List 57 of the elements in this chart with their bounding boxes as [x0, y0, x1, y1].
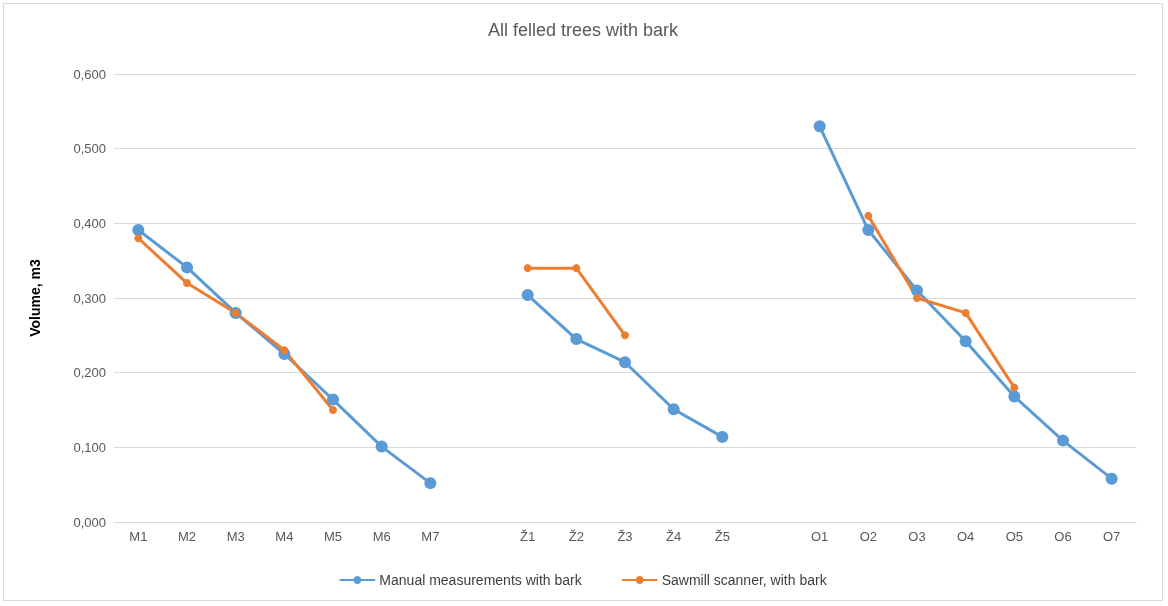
- x-tick-label: M1: [129, 529, 148, 544]
- point: [280, 346, 289, 355]
- x-tick-label: M2: [177, 529, 197, 544]
- legend-label: Manual measurements with bark: [379, 572, 583, 588]
- point: [132, 224, 145, 237]
- y-tick-label: 0,500: [73, 141, 106, 157]
- x-tick-label: O1: [810, 529, 829, 544]
- point: [959, 335, 972, 348]
- point: [913, 294, 921, 302]
- point: [1008, 390, 1021, 403]
- y-tick-label: 0,400: [73, 215, 106, 231]
- x-tick-label: O4: [956, 529, 975, 544]
- point: [424, 477, 437, 490]
- x-tick-label: O6: [1054, 529, 1072, 544]
- point: [134, 234, 143, 243]
- x-tick-label: O5: [1005, 529, 1024, 544]
- x-tick-label: Ž2: [568, 529, 584, 544]
- x-tick-label: O3: [908, 529, 926, 544]
- x-tick-label: M4: [275, 529, 294, 544]
- y-tick-label: 0,200: [73, 365, 106, 381]
- x-tick-label: Ž5: [714, 529, 730, 544]
- point: [619, 356, 631, 369]
- point: [329, 406, 337, 414]
- y-tick-label: 0,600: [73, 66, 106, 82]
- point: [864, 211, 873, 220]
- chart-title: All felled trees with bark: [487, 20, 680, 40]
- point: [667, 403, 680, 416]
- y-tick-label: 0,000: [73, 514, 106, 530]
- y-tick-label: 0,300: [73, 290, 106, 306]
- x-tick-label: O7: [1102, 529, 1121, 544]
- point: [621, 331, 629, 340]
- point: [572, 264, 581, 273]
- x-tick-label: M7: [421, 529, 440, 544]
- x-tick-label: O2: [859, 529, 878, 544]
- point: [327, 393, 339, 406]
- x-tick-label: M5: [323, 529, 343, 544]
- point: [961, 308, 970, 317]
- point: [1105, 472, 1118, 485]
- x-tick-label: Ž4: [666, 529, 682, 544]
- point: [521, 289, 534, 302]
- x-tick-label: M3: [226, 529, 245, 544]
- x-tick-label: Ž1: [520, 529, 536, 544]
- point: [570, 333, 583, 346]
- point: [813, 120, 826, 133]
- point: [862, 224, 875, 237]
- point: [375, 440, 388, 453]
- y-axis-title: Volume, m3: [27, 259, 43, 337]
- point: [523, 264, 532, 273]
- point: [716, 430, 729, 443]
- y-tick-label: 0,100: [73, 439, 106, 455]
- legend-label: Sawmill scanner, with bark: [661, 572, 828, 588]
- x-tick-label: M6: [372, 529, 391, 544]
- point: [1057, 434, 1069, 447]
- x-tick-label: Ž3: [617, 529, 633, 544]
- point: [183, 279, 191, 288]
- point: [181, 261, 193, 274]
- point: [1010, 383, 1019, 392]
